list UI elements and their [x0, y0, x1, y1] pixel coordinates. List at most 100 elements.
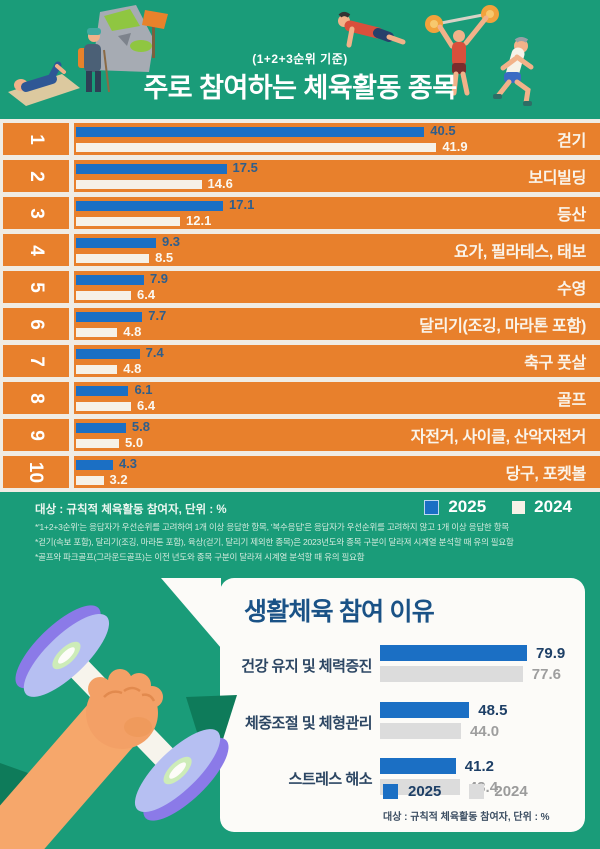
top-legend: 2025 2024: [424, 497, 572, 517]
value-2024: 12.1: [186, 213, 212, 228]
row-panel: 4.3 3.2 당구, 포켓볼: [74, 456, 600, 488]
bar-2025: [380, 702, 470, 718]
activity-label: 등산: [557, 207, 586, 224]
value-2025: 41.2: [464, 758, 494, 775]
bar-2024: [380, 666, 523, 682]
value-2025: 40.5: [430, 123, 456, 138]
header-illustrations: [8, 5, 534, 106]
row-panel: 17.1 12.1 등산: [74, 197, 600, 229]
value-2024: 41.9: [442, 139, 468, 154]
rank-number: 8: [25, 392, 47, 404]
header: (1+2+3순위 기준) 주로 참여하는 체육활동 종목: [0, 0, 600, 119]
bar-2025: [76, 127, 425, 137]
rank-number: 4: [25, 244, 47, 256]
value-2024: 4.8: [123, 361, 142, 376]
legend-2024-swatch: [512, 500, 526, 514]
legend-2024-label: 2024: [534, 497, 572, 516]
bar-2024: [76, 476, 104, 485]
rank-badge: 10: [3, 456, 69, 488]
activity-label: 골프: [557, 392, 586, 409]
chart-row: 1 40.5 41.9 걷기: [0, 123, 600, 155]
rank-badge: 2: [3, 160, 69, 192]
value-2025: 7.7: [148, 308, 167, 323]
bar-2025: [76, 423, 126, 433]
card-legend-2025-swatch: [383, 784, 398, 799]
row-panel: 7.4 4.8 축구 풋살: [74, 345, 600, 377]
top-chart: 1 40.5 41.9 걷기 2 17.5 14.6 보디빌딩 3 17.1 12.1 등산 4 9.3 8…: [0, 119, 600, 492]
rank-badge: 3: [3, 197, 69, 229]
bar-2025: [76, 164, 227, 174]
activity-label: 당구, 포켓볼: [505, 466, 587, 483]
bar-2024: [76, 402, 132, 411]
bar-2024: [380, 723, 461, 739]
chart-row: 7 7.4 4.8 축구 풋살: [0, 345, 600, 377]
top-chart-rows: 1 40.5 41.9 걷기 2 17.5 14.6 보디빌딩 3 17.1 12.1 등산 4 9.3 8…: [0, 123, 600, 488]
chart-row: 9 5.8 5.0 자전거, 사이클, 산악자전거: [0, 419, 600, 451]
bar-2024: [76, 439, 119, 448]
value-2024: 3.2: [109, 472, 128, 487]
row-panel: 7.7 4.8 달리기(조깅, 마라톤 포함): [74, 308, 600, 340]
card-tail-shape: [161, 578, 221, 648]
value-2024: 14.6: [207, 176, 233, 191]
activity-label: 수영: [557, 281, 586, 298]
reason-label: 스트레스 해소: [288, 771, 373, 788]
yoga-mat-person-illustration: [8, 61, 80, 106]
rank-badge: 7: [3, 345, 69, 377]
activity-label: 달리기(조깅, 마라톤 포함): [419, 318, 586, 335]
bar-2025: [76, 312, 143, 322]
card-legend-2025-label: 2025: [408, 783, 442, 800]
dumbbell-hand-illustration: [0, 605, 237, 849]
chart-row: 6 7.7 4.8 달리기(조깅, 마라톤 포함): [0, 308, 600, 340]
chart-row: 8 6.1 6.4 골프: [0, 382, 600, 414]
reason-row: 건강 유지 및 체력증진 79.9 77.6: [220, 645, 585, 682]
value-2024: 44.0: [469, 723, 500, 740]
rank-number: 1: [25, 133, 47, 145]
legend-2025-label: 2025: [448, 497, 487, 516]
chart-row: 4 9.3 8.5 요가, 필라테스, 태보: [0, 234, 600, 266]
bar-2024: [76, 143, 437, 152]
value-2025: 48.5: [478, 702, 508, 719]
rank-badge: 6: [3, 308, 69, 340]
card-legend-2024-label: 2024: [494, 783, 528, 800]
chart-subtitle: (1+2+3순위 기준): [252, 52, 348, 66]
activity-label: 축구 풋살: [524, 355, 586, 372]
bar-2025: [76, 386, 129, 396]
push-up-person-illustration: [338, 12, 406, 48]
rank-badge: 4: [3, 234, 69, 266]
bar-2024: [76, 291, 132, 300]
rank-number: 7: [25, 355, 47, 367]
row-panel: 9.3 8.5 요가, 필라테스, 태보: [74, 234, 600, 266]
arm: [0, 686, 149, 849]
footnotes: *'1+2+3순위'는 응답자가 우선순위를 고려하여 1개 이상 응답한 항목…: [35, 520, 514, 565]
value-2025: 9.3: [161, 234, 181, 249]
activity-label: 걷기: [557, 133, 586, 150]
chart-row: 5 7.9 6.4 수영: [0, 271, 600, 303]
footnote-line: *'1+2+3순위'는 응답자가 우선순위를 고려하여 1개 이상 응답한 항목…: [35, 522, 509, 532]
bar-2024: [380, 779, 460, 795]
chart-row: 10 4.3 3.2 당구, 포켓볼: [0, 456, 600, 488]
value-2025: 17.5: [232, 160, 258, 175]
value-2024: 77.6: [531, 666, 561, 683]
value-2024: 5.0: [125, 435, 144, 450]
bar-2025: [380, 645, 528, 661]
rank-number: 9: [25, 429, 47, 441]
rank-number: 10: [25, 461, 47, 483]
value-2025: 17.1: [229, 197, 255, 212]
value-2024: 4.8: [123, 324, 142, 339]
chart-row: 3 17.1 12.1 등산: [0, 197, 600, 229]
card-legend: 2025 2024: [383, 783, 528, 800]
bar-2025: [76, 460, 113, 470]
row-panel: 6.1 6.4 골프: [74, 382, 600, 414]
value-2025: 4.3: [118, 456, 138, 471]
reason-row: 체중조절 및 체형관리 48.5 44.0: [220, 702, 585, 739]
chart-row: 2 17.5 14.6 보디빌딩: [0, 160, 600, 192]
card-caption: 대상 : 규칙적 체육활동 참여자, 단위 : %: [383, 812, 550, 823]
activity-label: 보디빌딩: [528, 170, 586, 187]
activity-label: 자전거, 사이클, 산악자전거: [410, 429, 587, 446]
card-legend-2024-swatch: [469, 784, 485, 799]
bar-2025: [76, 238, 156, 248]
bar-2024: [76, 328, 118, 337]
bar-2024: [76, 365, 118, 374]
rank-number: 3: [25, 207, 47, 219]
activity-label: 요가, 필라테스, 태보: [454, 244, 586, 261]
